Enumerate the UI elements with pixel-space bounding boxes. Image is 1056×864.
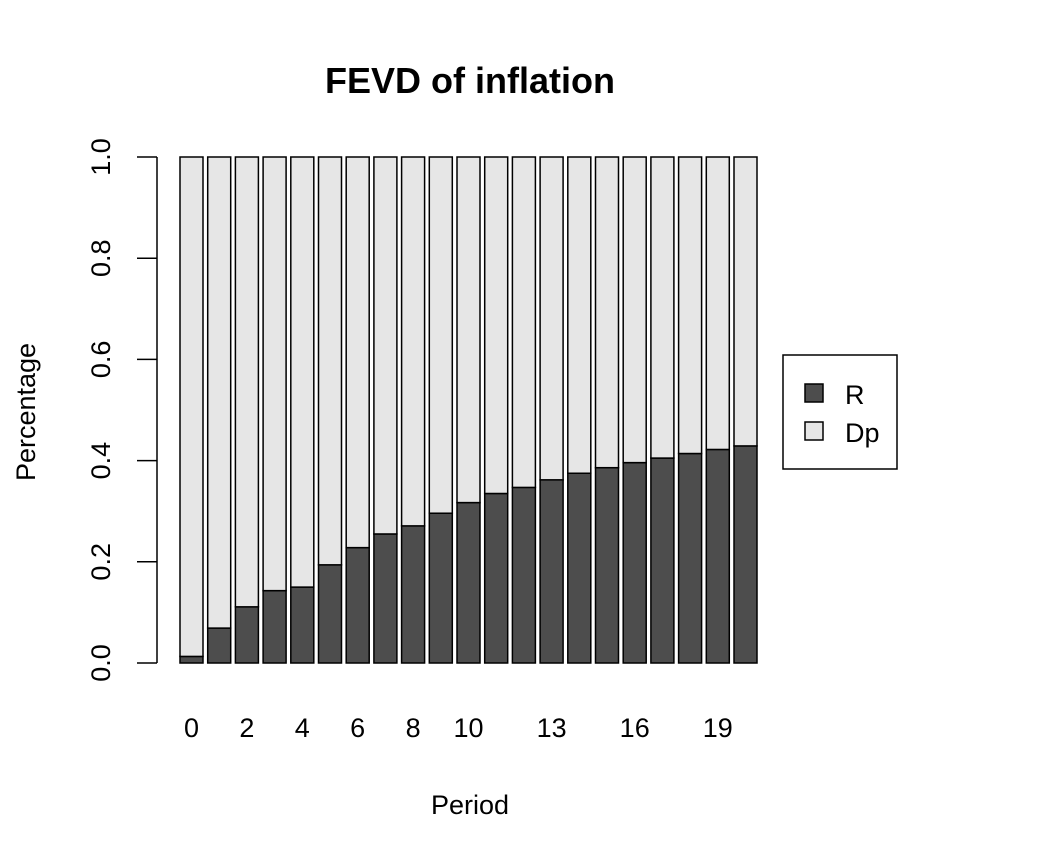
- x-axis: 0 2 4 6 8 10 13 16 19: [184, 713, 733, 743]
- y-tick-label: 1.0: [86, 138, 116, 176]
- bar-dp-4: [290, 156, 315, 588]
- bar-dp-8: [400, 156, 426, 527]
- y-tick-label: 0.6: [86, 341, 116, 379]
- legend-label-dp: Dp: [845, 418, 880, 448]
- bar-r-20: [733, 445, 758, 664]
- y-tick-label: 0.0: [86, 644, 116, 682]
- x-tick-label: 4: [295, 713, 310, 743]
- bar-dp-11: [483, 156, 509, 495]
- bar-r-19: [705, 448, 731, 664]
- bar-dp-14: [567, 156, 592, 474]
- x-axis-label: Period: [431, 790, 509, 820]
- y-axis: 0.0 0.2 0.4 0.6 0.8 1.0: [86, 138, 158, 682]
- bar-r-6: [345, 546, 370, 664]
- bar-r-12: [511, 486, 537, 664]
- bar-r-8: [400, 525, 426, 664]
- legend-box: [782, 354, 898, 470]
- bar-r-11: [483, 492, 509, 664]
- y-tick-label: 0.8: [86, 239, 116, 277]
- legend-swatch-dp: [804, 421, 824, 441]
- y-axis-label: Percentage: [11, 343, 41, 481]
- bar-r-14: [567, 472, 592, 664]
- bar-r-3: [262, 589, 287, 664]
- bar-dp-20: [733, 156, 758, 447]
- bar-r-7: [373, 533, 398, 664]
- bar-dp-10: [456, 156, 481, 504]
- legend-label-r: R: [845, 380, 865, 410]
- bar-dp-15: [594, 156, 620, 469]
- bar-dp-1: [206, 156, 232, 629]
- bar-r-4: [290, 586, 315, 664]
- bar-r-2: [234, 606, 260, 664]
- legend: R Dp: [782, 354, 898, 470]
- x-tick-label: 0: [184, 713, 199, 743]
- bar-dp-19: [705, 156, 731, 451]
- x-tick-label: 19: [703, 713, 733, 743]
- bar-r-13: [539, 479, 564, 664]
- bar-dp-9: [428, 156, 454, 514]
- bar-dp-17: [650, 156, 675, 459]
- bar-r-9: [428, 512, 454, 664]
- x-tick-label: 13: [537, 713, 567, 743]
- bar-dp-3: [262, 156, 287, 592]
- bar-r-15: [594, 466, 620, 664]
- bar-r-10: [456, 501, 481, 664]
- chart-title: FEVD of inflation: [325, 60, 615, 101]
- x-tick-label: 2: [239, 713, 254, 743]
- y-tick-label: 0.2: [86, 543, 116, 581]
- bar-dp-6: [345, 156, 370, 549]
- bar-r-0: [179, 655, 204, 664]
- bar-dp-13: [539, 156, 564, 481]
- bars-group: [179, 156, 758, 664]
- bar-dp-7: [373, 156, 398, 535]
- bar-dp-16: [622, 156, 647, 464]
- x-tick-label: 6: [350, 713, 365, 743]
- bar-dp-0: [179, 156, 204, 658]
- bar-dp-12: [511, 156, 537, 489]
- bar-r-17: [650, 457, 675, 664]
- bar-r-18: [677, 452, 703, 664]
- x-tick-label: 16: [620, 713, 650, 743]
- bar-r-1: [206, 627, 232, 664]
- bar-dp-2: [234, 156, 260, 608]
- bar-r-5: [317, 564, 343, 664]
- x-tick-label: 8: [406, 713, 421, 743]
- legend-swatch-r: [804, 383, 824, 403]
- x-tick-label: 10: [453, 713, 483, 743]
- bar-dp-5: [317, 156, 343, 566]
- bar-dp-18: [677, 156, 703, 455]
- y-tick-label: 0.4: [86, 442, 116, 480]
- bar-r-16: [622, 461, 647, 664]
